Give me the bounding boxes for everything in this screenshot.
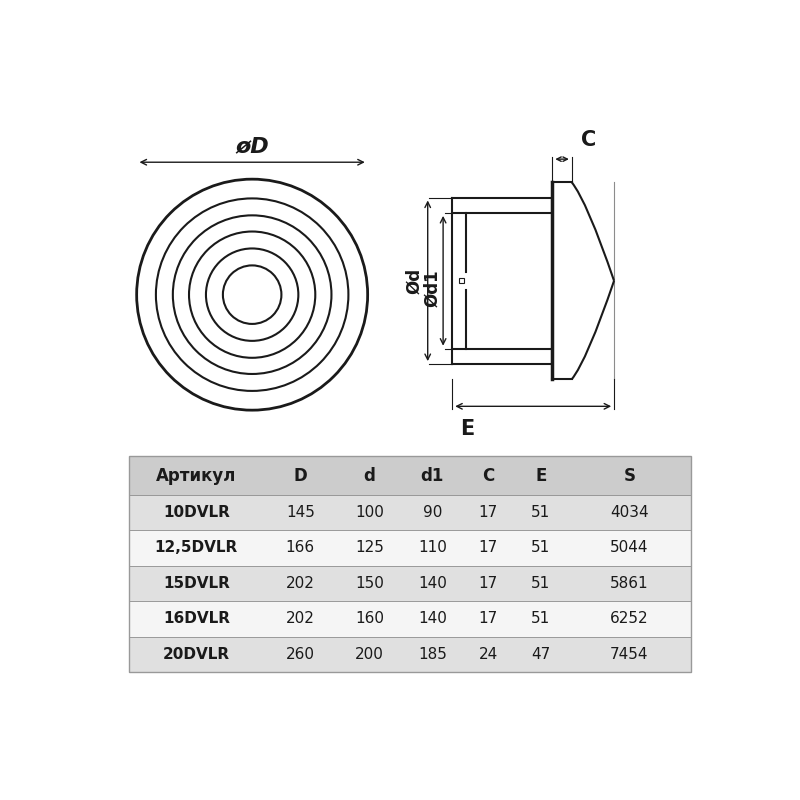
Text: 12,5DVLR: 12,5DVLR (154, 541, 238, 555)
Text: d: d (364, 466, 375, 485)
Text: 24: 24 (478, 646, 498, 662)
Text: 260: 260 (286, 646, 314, 662)
Bar (129, 530, 691, 566)
Text: 160: 160 (355, 611, 384, 626)
Text: S: S (623, 466, 635, 485)
Bar (458, 278, 464, 283)
Text: 51: 51 (531, 505, 550, 520)
Text: 51: 51 (531, 576, 550, 591)
Text: 4034: 4034 (610, 505, 649, 520)
Bar (129, 637, 691, 672)
Text: 145: 145 (286, 505, 314, 520)
Text: 51: 51 (531, 541, 550, 555)
Text: 17: 17 (478, 541, 498, 555)
Text: 125: 125 (355, 541, 384, 555)
Text: 47: 47 (531, 646, 550, 662)
Text: 90: 90 (422, 505, 442, 520)
Bar (129, 456, 691, 495)
Text: 17: 17 (478, 576, 498, 591)
Text: 100: 100 (355, 505, 384, 520)
Text: D: D (294, 466, 307, 485)
Text: d1: d1 (421, 466, 444, 485)
Bar (129, 601, 691, 637)
Text: 202: 202 (286, 576, 314, 591)
Text: 166: 166 (286, 541, 315, 555)
Text: 10DVLR: 10DVLR (163, 505, 230, 520)
Text: 200: 200 (355, 646, 384, 662)
Text: 5861: 5861 (610, 576, 649, 591)
Text: Ød: Ød (405, 268, 423, 294)
Bar (129, 495, 691, 530)
Text: 185: 185 (418, 646, 446, 662)
Text: 140: 140 (418, 576, 446, 591)
Text: 15DVLR: 15DVLR (163, 576, 230, 591)
Text: C: C (581, 130, 596, 150)
Text: 202: 202 (286, 611, 314, 626)
Text: 20DVLR: 20DVLR (162, 646, 230, 662)
Text: 6252: 6252 (610, 611, 649, 626)
Text: Ød1: Ød1 (423, 270, 442, 307)
Text: 150: 150 (355, 576, 384, 591)
Text: E: E (461, 418, 475, 438)
Text: 17: 17 (478, 611, 498, 626)
Bar (129, 456, 691, 672)
Text: 16DVLR: 16DVLR (163, 611, 230, 626)
Text: 17: 17 (478, 505, 498, 520)
Text: E: E (535, 466, 546, 485)
Text: 7454: 7454 (610, 646, 649, 662)
Text: Артикул: Артикул (156, 466, 237, 485)
Text: 110: 110 (418, 541, 446, 555)
Text: 5044: 5044 (610, 541, 649, 555)
Text: øD: øD (235, 136, 269, 156)
Text: 51: 51 (531, 611, 550, 626)
Text: C: C (482, 466, 494, 485)
Bar (129, 566, 691, 601)
Text: 140: 140 (418, 611, 446, 626)
